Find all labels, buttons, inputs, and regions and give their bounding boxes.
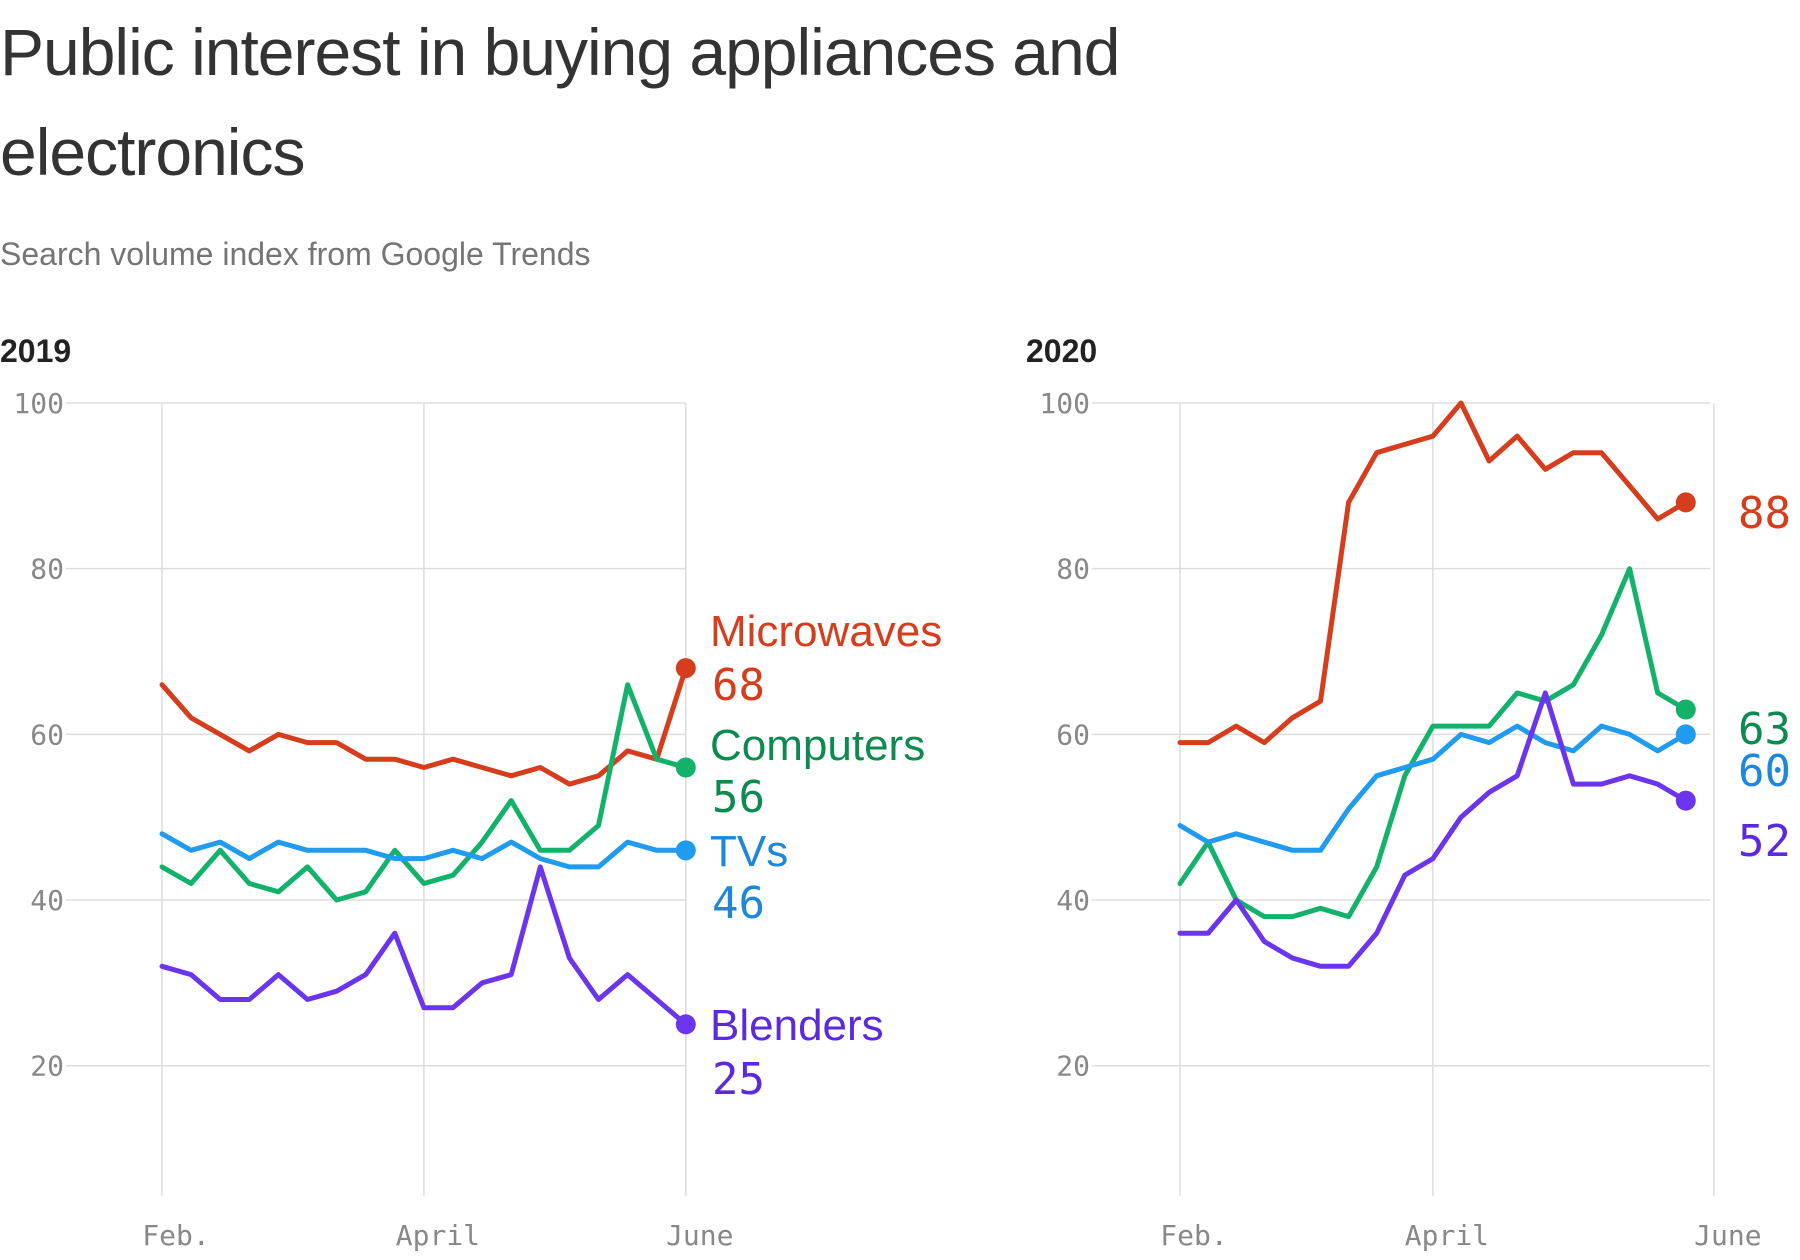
y-tick-label: 80 bbox=[1056, 553, 1090, 586]
series-value-label: 25 bbox=[712, 1054, 765, 1105]
y-tick-label: 20 bbox=[1056, 1050, 1090, 1083]
series-line-tvs bbox=[1177, 723, 1689, 853]
series-line-blenders bbox=[1177, 690, 1689, 969]
series-name-label: TVs bbox=[710, 827, 788, 876]
end-dot-tvs bbox=[675, 840, 696, 861]
series-value-label: 52 bbox=[1738, 816, 1791, 867]
x-tick-label: April bbox=[1405, 1219, 1489, 1252]
panel-title-2020: 2020 bbox=[1026, 333, 1097, 369]
y-tick-label: 60 bbox=[1056, 718, 1090, 751]
y-tick-label: 100 bbox=[13, 387, 64, 420]
series-value-label: 68 bbox=[712, 660, 765, 711]
series-value-label: 63 bbox=[1738, 704, 1791, 755]
end-dot-computers bbox=[1675, 699, 1696, 720]
y-tick-label: 100 bbox=[1039, 387, 1090, 420]
series-line-tvs bbox=[159, 831, 689, 870]
chart-subtitle: Search volume index from Google Trends bbox=[0, 236, 591, 272]
end-dot-microwaves bbox=[675, 658, 696, 679]
series-value-label: 60 bbox=[1738, 746, 1791, 797]
end-dot-blenders bbox=[675, 1014, 696, 1035]
end-dot-blenders bbox=[1675, 790, 1696, 811]
end-dot-microwaves bbox=[1675, 492, 1696, 513]
panel-title-2019: 2019 bbox=[0, 333, 71, 369]
series-value-label: 56 bbox=[712, 772, 765, 823]
x-tick-label: June bbox=[666, 1219, 733, 1252]
series-line-microwaves bbox=[1177, 400, 1689, 746]
chart-title: Public interest in buying appliances and… bbox=[0, 15, 1120, 189]
end-dot-tvs bbox=[1675, 724, 1696, 745]
x-tick-label: June bbox=[1694, 1219, 1761, 1252]
y-tick-label: 60 bbox=[30, 718, 64, 751]
series-line-computers bbox=[159, 682, 689, 903]
x-tick-label: April bbox=[396, 1219, 480, 1252]
series-line-blenders bbox=[159, 864, 689, 1027]
series-line-computers bbox=[1177, 566, 1689, 920]
end-dot-computers bbox=[675, 757, 696, 778]
y-tick-label: 40 bbox=[30, 884, 64, 917]
y-tick-label: 20 bbox=[30, 1050, 64, 1083]
x-tick-label: Feb. bbox=[142, 1219, 209, 1252]
series-name-label: Computers bbox=[710, 721, 925, 770]
series-name-label: Blenders bbox=[710, 1001, 884, 1050]
y-tick-label: 80 bbox=[30, 553, 64, 586]
series-value-label: 88 bbox=[1738, 488, 1791, 539]
series-value-label: 46 bbox=[712, 878, 765, 929]
series-name-label: Microwaves bbox=[710, 607, 942, 656]
series-line-microwaves bbox=[159, 665, 689, 787]
x-tick-label: Feb. bbox=[1160, 1219, 1227, 1252]
y-tick-label: 40 bbox=[1056, 884, 1090, 917]
